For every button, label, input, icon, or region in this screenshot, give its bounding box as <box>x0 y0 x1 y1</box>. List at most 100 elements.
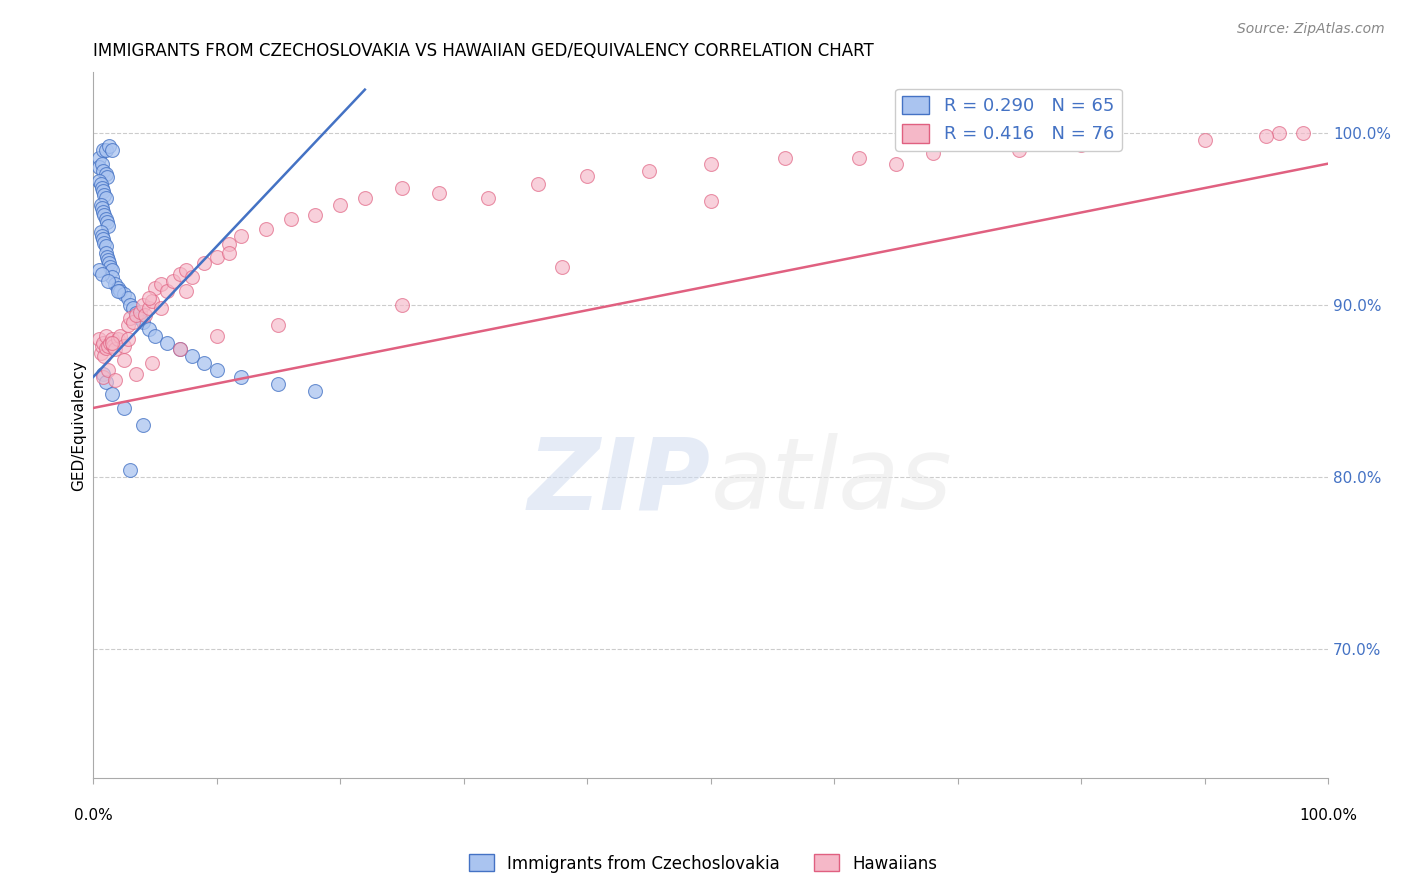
Point <box>1095 136 1118 150</box>
Point <box>112 339 135 353</box>
Point <box>125 308 148 322</box>
Point <box>93 235 115 250</box>
Point <box>205 363 228 377</box>
Point <box>94 375 117 389</box>
Point <box>112 287 135 301</box>
Point <box>96 250 118 264</box>
Point <box>254 222 277 236</box>
Point <box>104 277 127 291</box>
Point <box>90 228 112 243</box>
Point <box>131 315 153 329</box>
Legend: Immigrants from Czechoslovakia, Hawaiians: Immigrants from Czechoslovakia, Hawaiian… <box>463 847 943 880</box>
Point <box>280 211 302 226</box>
Point <box>156 284 179 298</box>
Point <box>98 139 121 153</box>
Point <box>91 204 114 219</box>
Point <box>576 169 599 183</box>
Point <box>112 401 135 415</box>
Point <box>193 356 215 370</box>
Point <box>107 280 129 294</box>
Point <box>125 367 148 381</box>
Point <box>94 341 117 355</box>
Point <box>94 246 117 260</box>
Point <box>181 270 204 285</box>
Point <box>699 156 721 170</box>
Point <box>427 186 450 200</box>
Point <box>141 294 163 309</box>
Point <box>97 219 120 233</box>
Point <box>162 274 184 288</box>
Point <box>100 335 122 350</box>
Point <box>329 198 352 212</box>
Point <box>93 187 115 202</box>
Point <box>1194 132 1216 146</box>
Point <box>1256 129 1278 144</box>
Point <box>884 156 907 170</box>
Point <box>193 256 215 270</box>
Point <box>91 370 114 384</box>
Point <box>922 146 945 161</box>
Point <box>101 339 124 353</box>
Point <box>98 256 121 270</box>
Point <box>100 143 122 157</box>
Point <box>100 335 122 350</box>
Point <box>94 143 117 157</box>
Point <box>120 298 142 312</box>
Text: Source: ZipAtlas.com: Source: ZipAtlas.com <box>1237 22 1385 37</box>
Point <box>90 178 112 192</box>
Point <box>90 180 112 194</box>
Point <box>89 332 111 346</box>
Point <box>391 298 413 312</box>
Point <box>104 373 127 387</box>
Point <box>848 152 870 166</box>
Text: atlas: atlas <box>710 434 952 530</box>
Point <box>100 260 122 274</box>
Point <box>91 184 114 198</box>
Point <box>231 370 253 384</box>
Point <box>174 263 197 277</box>
Point <box>231 228 253 243</box>
Point <box>100 270 122 285</box>
Point <box>131 298 153 312</box>
Point <box>90 267 112 281</box>
Point <box>181 349 204 363</box>
Point <box>100 387 122 401</box>
Point <box>120 311 142 326</box>
Point <box>131 418 153 433</box>
Point <box>90 339 112 353</box>
Point <box>96 215 118 229</box>
Point <box>94 191 117 205</box>
Point <box>699 194 721 209</box>
Point <box>97 274 120 288</box>
Point <box>94 211 117 226</box>
Point <box>218 246 240 260</box>
Point <box>93 349 115 363</box>
Point <box>218 237 240 252</box>
Point <box>267 376 290 391</box>
Point <box>129 311 152 326</box>
Point <box>90 202 112 216</box>
Point <box>354 191 377 205</box>
Point <box>97 252 120 267</box>
Point <box>391 180 413 194</box>
Point <box>120 463 142 477</box>
Point <box>97 339 120 353</box>
Point <box>138 322 160 336</box>
Point <box>117 318 139 333</box>
Point <box>89 160 111 174</box>
Point <box>169 343 191 357</box>
Point <box>174 284 197 298</box>
Point <box>205 328 228 343</box>
Point <box>169 267 191 281</box>
Point <box>100 263 122 277</box>
Point <box>117 291 139 305</box>
Legend: R = 0.290   N = 65, R = 0.416   N = 76: R = 0.290 N = 65, R = 0.416 N = 76 <box>896 88 1122 151</box>
Point <box>773 152 796 166</box>
Point <box>125 306 148 320</box>
Point <box>91 232 114 246</box>
Point <box>94 239 117 253</box>
Point <box>150 277 173 291</box>
Point <box>141 356 163 370</box>
Point <box>1292 126 1315 140</box>
Point <box>107 332 129 346</box>
